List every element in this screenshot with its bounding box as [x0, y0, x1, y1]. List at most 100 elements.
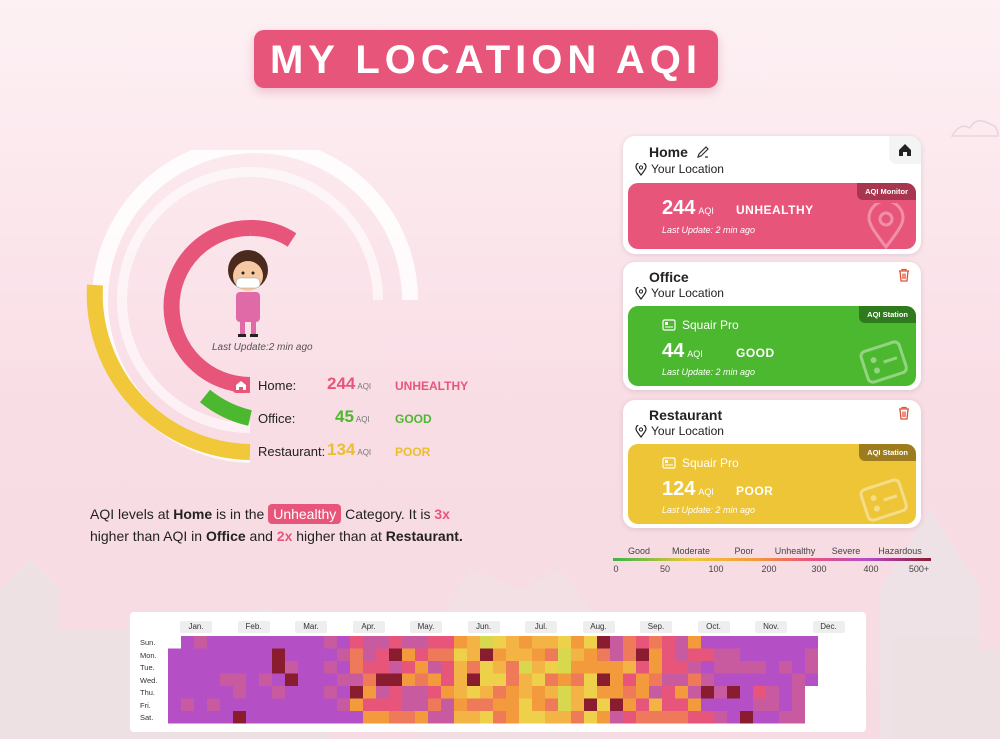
heatmap-cell	[246, 661, 259, 674]
heatmap-cell	[311, 648, 324, 661]
heatmap-cell	[740, 648, 753, 661]
heatmap-cell	[220, 648, 233, 661]
heatmap-cell	[623, 698, 636, 711]
heatmap-cell	[454, 711, 467, 724]
heatmap-cell	[493, 673, 506, 686]
heatmap-cell	[714, 636, 727, 649]
delete-icon[interactable]	[897, 406, 911, 420]
edit-icon[interactable]	[696, 145, 710, 159]
heatmap-cell	[753, 648, 766, 661]
location-card-restaurant[interactable]: Restaurant Your Location AQI Station Squ…	[623, 400, 921, 528]
card-device: Squair Pro	[662, 456, 739, 470]
heatmap-cell	[363, 636, 376, 649]
heatmap-cell	[402, 698, 415, 711]
card-aqi-category: GOOD	[736, 346, 775, 360]
heatmap-cell	[558, 698, 571, 711]
heatmap-cell	[779, 711, 792, 724]
heatmap-cell	[350, 711, 363, 724]
heatmap-cell	[636, 711, 649, 724]
heatmap-cell	[558, 711, 571, 724]
heatmap-cell	[324, 636, 337, 649]
heatmap-cell	[168, 648, 181, 661]
heatmap-cell	[168, 673, 181, 686]
heatmap-cell	[415, 661, 428, 674]
heatmap-cell	[506, 698, 519, 711]
heatmap-cell	[493, 636, 506, 649]
heatmap-cell	[220, 711, 233, 724]
heatmap-cell	[688, 673, 701, 686]
heatmap-cell	[181, 673, 194, 686]
heatmap-cell	[532, 648, 545, 661]
heatmap-cell	[623, 686, 636, 699]
heatmap-cell	[805, 636, 818, 649]
heatmap-cell	[415, 698, 428, 711]
heatmap-cell	[766, 711, 779, 724]
heatmap-cell	[272, 698, 285, 711]
heatmap-cell	[506, 648, 519, 661]
heatmap-cell	[272, 636, 285, 649]
heatmap-cell	[714, 686, 727, 699]
heatmap-cell	[389, 636, 402, 649]
heatmap-cell	[428, 673, 441, 686]
heatmap-cell	[467, 648, 480, 661]
heatmap-cell	[701, 673, 714, 686]
heatmap-cell	[701, 636, 714, 649]
heatmap-cell	[662, 648, 675, 661]
heatmap-cell	[376, 648, 389, 661]
heatmap-cell	[311, 686, 324, 699]
heatmap-cell	[233, 698, 246, 711]
device-icon	[662, 457, 676, 469]
heatmap-cell	[532, 711, 545, 724]
heatmap-cell	[207, 698, 220, 711]
heatmap-cell	[376, 711, 389, 724]
heatmap-cell	[454, 698, 467, 711]
heatmap-cell	[428, 648, 441, 661]
heatmap-cell	[727, 698, 740, 711]
heatmap-cell	[350, 636, 363, 649]
heatmap-cell	[766, 698, 779, 711]
heatmap-cell	[168, 711, 181, 724]
heatmap-cell	[233, 673, 246, 686]
heatmap-cell	[662, 686, 675, 699]
heatmap-cell	[246, 686, 259, 699]
heatmap-cell	[415, 648, 428, 661]
heatmap-cell	[597, 661, 610, 674]
heatmap-month-label: Oct.	[697, 621, 730, 633]
heatmap-cell	[376, 661, 389, 674]
heatmap-cell	[480, 698, 493, 711]
heatmap-cell	[181, 711, 194, 724]
heatmap-cell	[376, 686, 389, 699]
heatmap-cell	[805, 661, 818, 674]
location-card-home[interactable]: Home Your Location AQI Monitor 244 AQI UN…	[623, 136, 921, 254]
scale-label-hazardous: Hazardous	[878, 546, 922, 556]
heatmap-cell	[597, 686, 610, 699]
heatmap-cell	[519, 673, 532, 686]
heatmap-cell	[298, 698, 311, 711]
heatmap-cell	[610, 711, 623, 724]
heatmap-cell	[662, 698, 675, 711]
heatmap-cell	[285, 661, 298, 674]
heatmap-cell	[805, 648, 818, 661]
heatmap-cell	[779, 686, 792, 699]
heatmap-cell	[636, 686, 649, 699]
heatmap-cell	[194, 698, 207, 711]
heatmap-cell	[298, 711, 311, 724]
heatmap-cell	[779, 661, 792, 674]
card-last-update: Last Update: 2 min ago	[662, 505, 756, 515]
heatmap-cell	[402, 648, 415, 661]
heatmap-cell	[740, 673, 753, 686]
heatmap-cell	[389, 661, 402, 674]
heatmap-cell	[727, 636, 740, 649]
heatmap-cell	[181, 698, 194, 711]
heatmap-cell	[324, 661, 337, 674]
heatmap-cell	[662, 673, 675, 686]
heatmap-cell	[753, 711, 766, 724]
heatmap-cell	[194, 673, 207, 686]
home-tab-button[interactable]	[889, 136, 921, 164]
location-card-office[interactable]: Office Your Location AQI Station Squair …	[623, 262, 921, 390]
heatmap-cell	[337, 648, 350, 661]
delete-icon[interactable]	[897, 268, 911, 282]
office-row-category: GOOD	[395, 412, 432, 426]
heatmap-cell	[571, 636, 584, 649]
heatmap-cell	[272, 686, 285, 699]
